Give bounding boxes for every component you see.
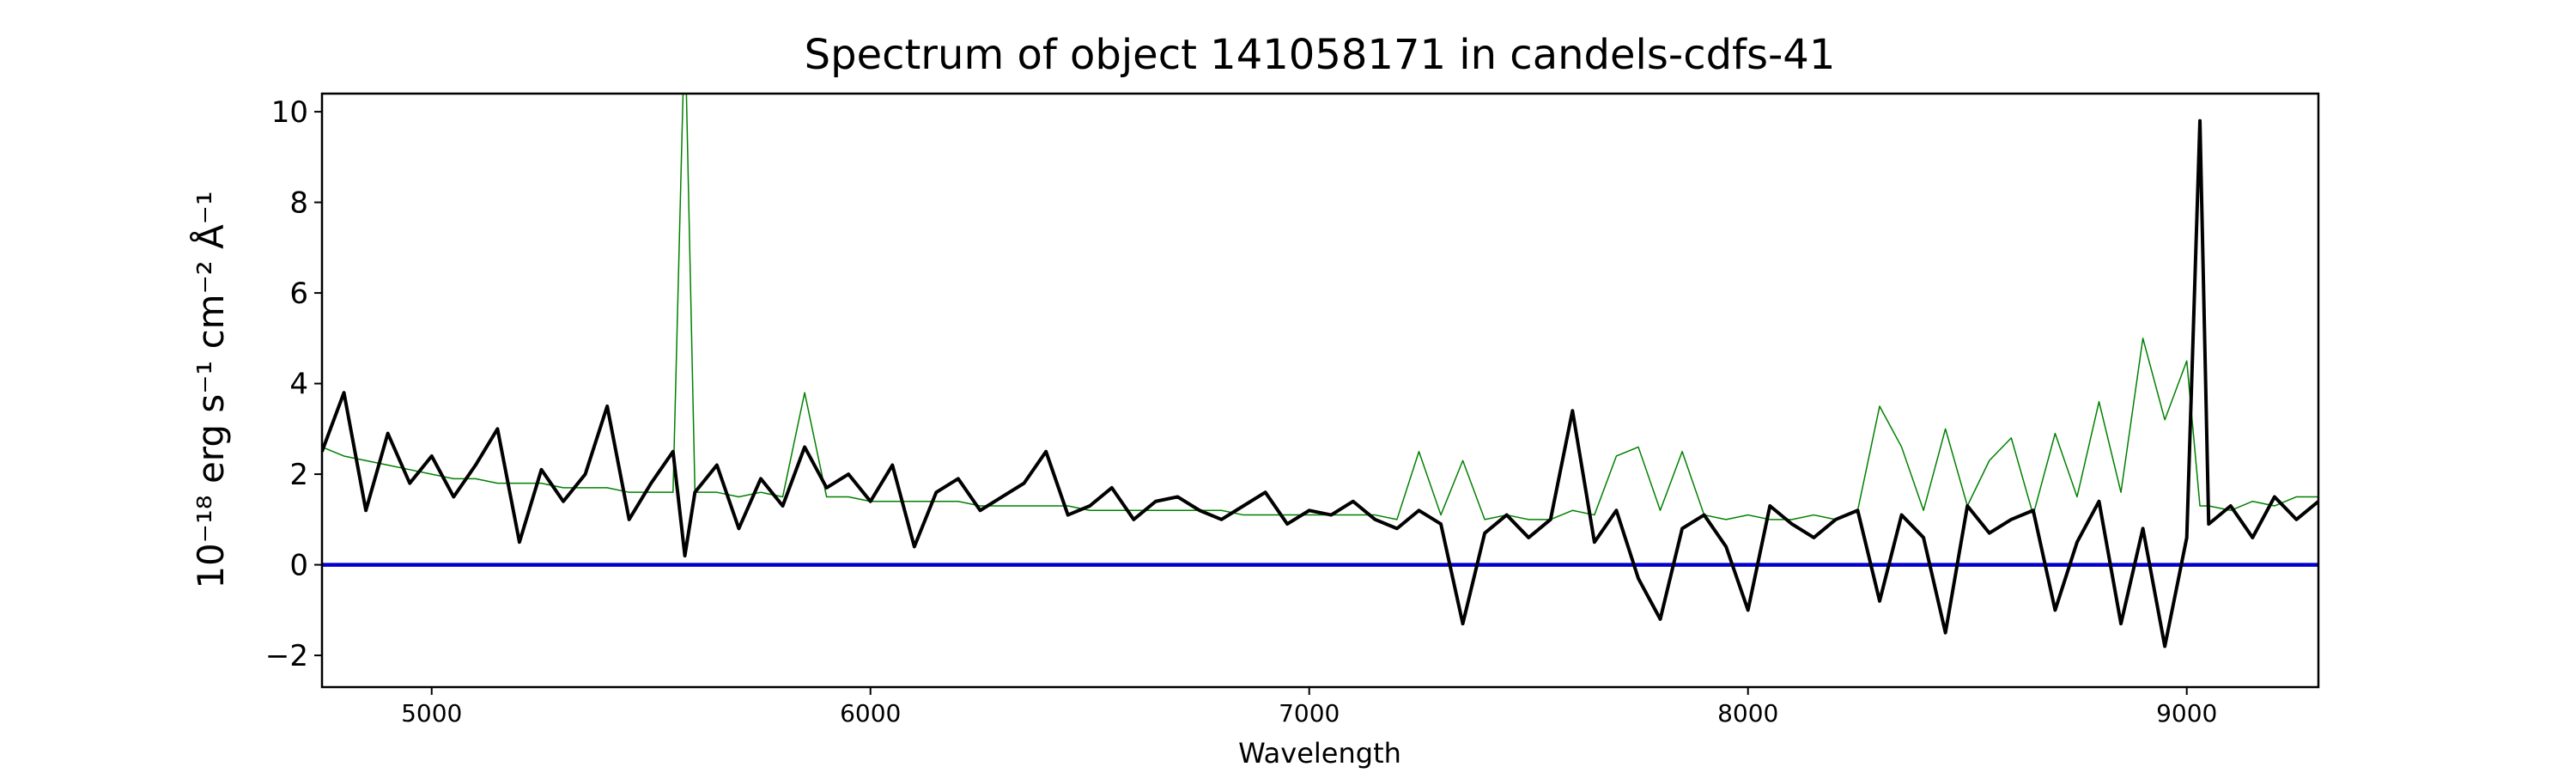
plot-area — [322, 94, 2318, 648]
x-tick-label: 6000 — [840, 699, 901, 727]
y-axis-label: 10⁻¹⁸ erg s⁻¹ cm⁻² Å⁻¹ — [189, 191, 232, 588]
y-tick-label: 8 — [289, 186, 308, 221]
x-tick-label: 5000 — [401, 699, 462, 727]
spectrum-line — [322, 119, 2318, 648]
spectrum-line — [322, 94, 2318, 520]
y-tick-label: 0 — [289, 549, 308, 583]
y-tick-label: 4 — [289, 368, 308, 402]
x-tick-label: 8000 — [1717, 699, 1778, 727]
plot-frame — [320, 92, 2320, 689]
x-tick-label: 9000 — [2156, 699, 2217, 727]
chart-title: Spectrum of object 141058171 in candels-… — [805, 31, 1836, 79]
x-tick-label: 7000 — [1279, 699, 1340, 727]
y-tick-label: 10 — [271, 95, 308, 130]
y-tick-label: 2 — [289, 458, 308, 492]
y-tick-label: −2 — [265, 639, 308, 673]
y-tick-label: 6 — [289, 277, 308, 311]
x-axis-label: Wavelength — [1238, 737, 1401, 770]
